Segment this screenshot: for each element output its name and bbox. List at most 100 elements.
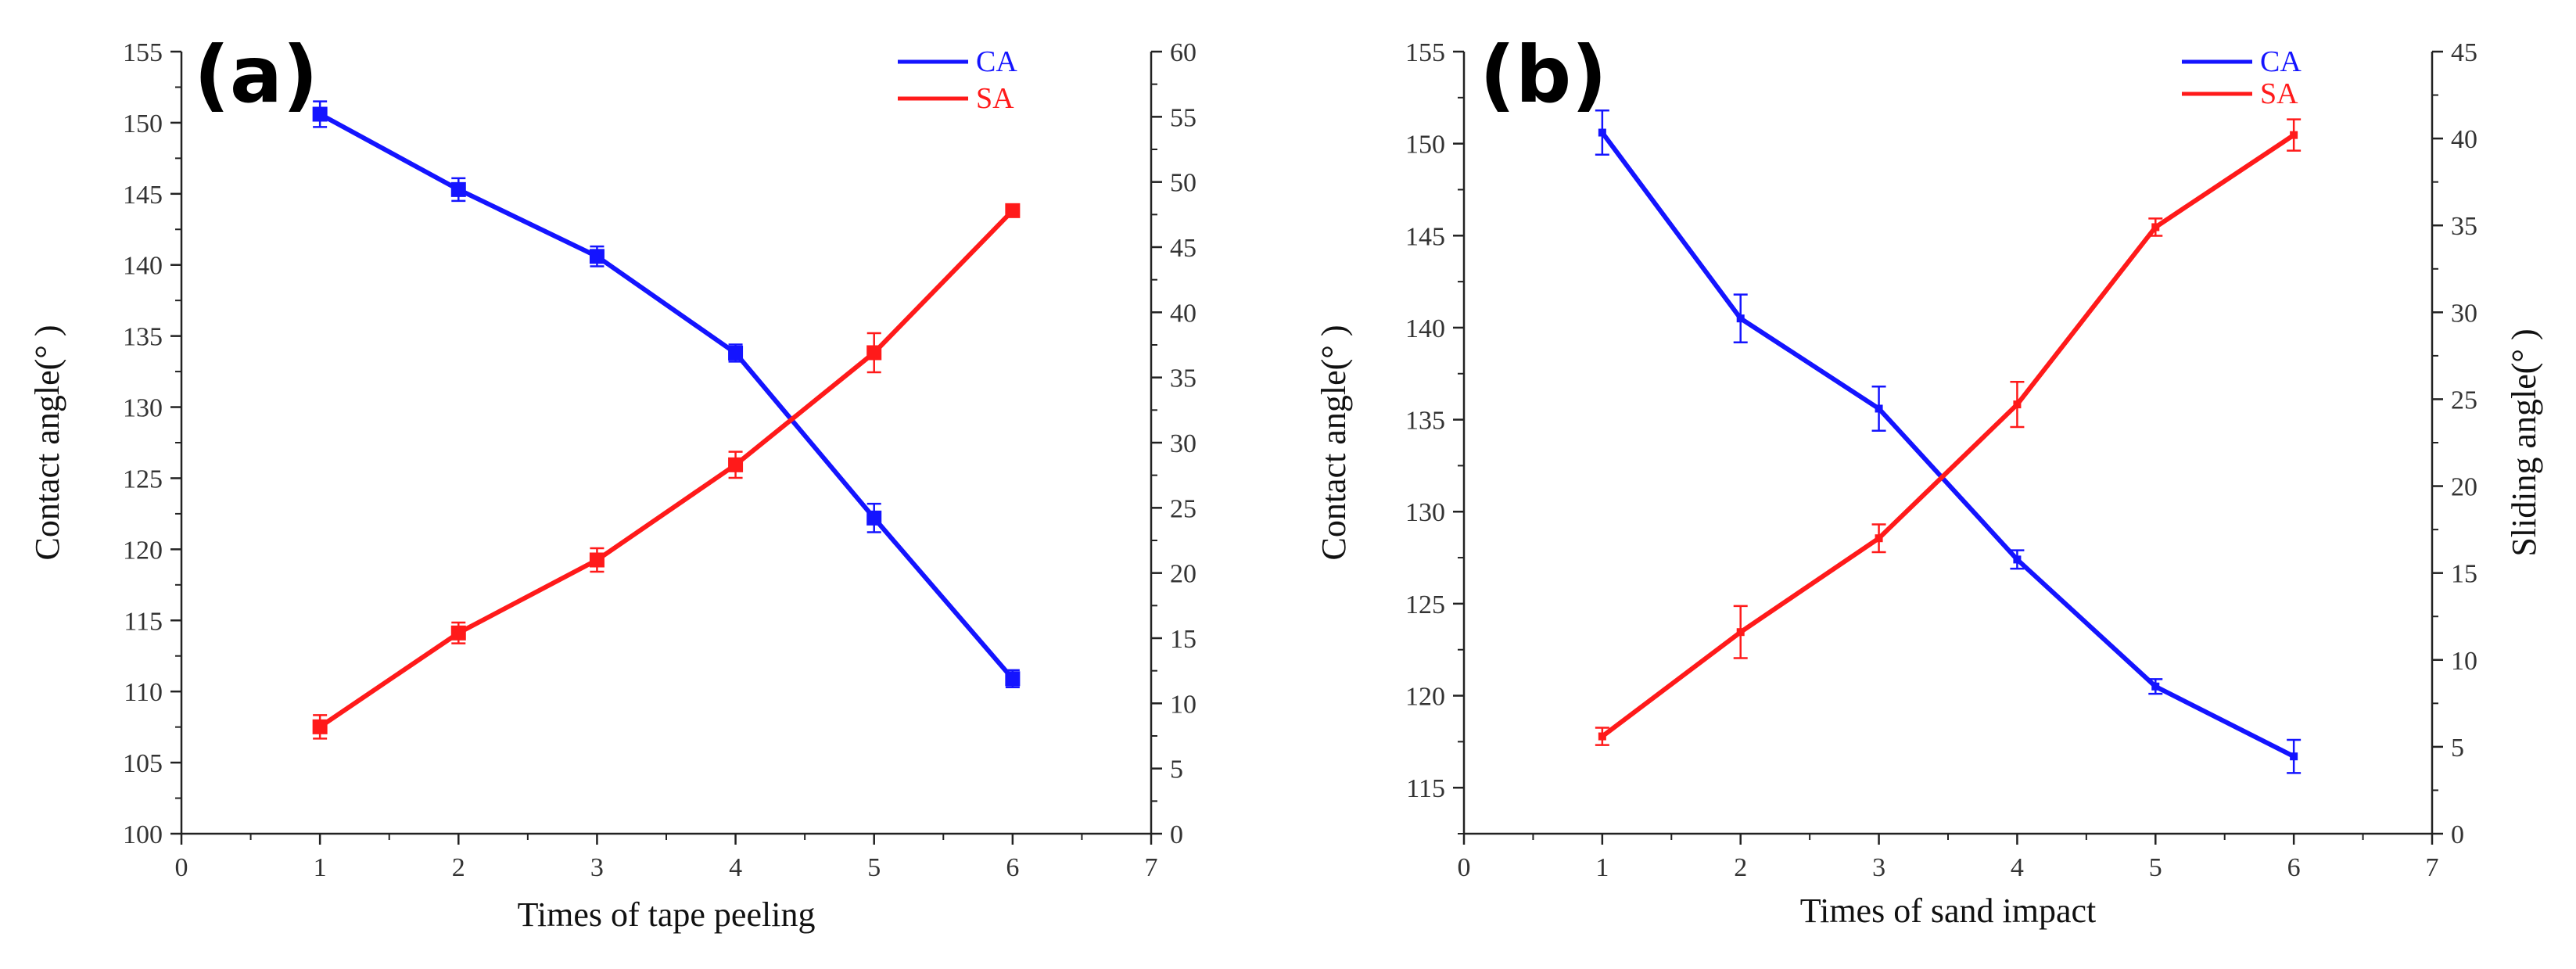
data-point-sa	[1736, 628, 1745, 637]
y2-tick-label: 5	[1170, 755, 1183, 784]
legend-label-ca: CA	[976, 45, 1017, 78]
data-point-ca	[2013, 555, 2022, 564]
y-tick-label: 125	[123, 465, 163, 493]
legend-label-sa: SA	[2260, 77, 2298, 110]
x-tick-label: 0	[175, 853, 188, 882]
data-point-ca	[2151, 682, 2160, 691]
y2-tick-label: 25	[2451, 386, 2477, 415]
y-tick-label: 150	[1405, 131, 1445, 160]
x-tick-label: 0	[1458, 853, 1471, 882]
data-point-ca	[2290, 752, 2298, 761]
x-tick-label: 7	[2426, 853, 2439, 882]
panel-label: (b)	[1480, 29, 1607, 120]
y-tick-label: 125	[1405, 590, 1445, 619]
y-tick-label: 155	[1405, 38, 1445, 67]
y2-tick-label: 0	[2451, 820, 2464, 849]
x-tick-label: 3	[1872, 853, 1885, 882]
data-point-sa	[450, 625, 466, 641]
y-tick-label: 110	[124, 678, 163, 707]
panel-label: (a)	[194, 29, 318, 120]
y2-tick-label: 45	[2451, 38, 2477, 67]
data-point-sa	[2151, 223, 2160, 231]
y2-tick-label: 40	[2451, 125, 2477, 154]
y2-tick-label: 40	[1170, 299, 1197, 328]
y-tick-label: 145	[123, 181, 163, 210]
y-tick-label: 155	[123, 38, 163, 67]
y2-tick-label: 30	[2451, 299, 2477, 328]
y2-tick-label: 45	[1170, 234, 1197, 263]
data-point-ca	[312, 106, 328, 122]
y-tick-label: 120	[123, 536, 163, 565]
y-tick-label: 105	[123, 749, 163, 778]
y2-tick-label: 10	[1170, 690, 1197, 719]
y2-tick-label: 35	[2451, 212, 2477, 241]
x-tick-label: 1	[314, 853, 327, 882]
data-point-ca	[450, 181, 466, 197]
y2-tick-label: 20	[2451, 473, 2477, 502]
y-tick-label: 115	[124, 607, 163, 636]
series-line-ca	[318, 112, 1015, 680]
x-tick-label: 5	[2149, 853, 2162, 882]
x-tick-label: 6	[2287, 853, 2301, 882]
x-tick-label: 4	[2011, 853, 2024, 882]
data-point-sa	[728, 457, 744, 472]
x-tick-label: 4	[729, 853, 742, 882]
y-tick-label: 115	[1406, 774, 1445, 803]
y-tick-label: 140	[1405, 314, 1445, 343]
x-tick-label: 6	[1006, 853, 1019, 882]
data-point-sa	[1005, 203, 1021, 218]
y2-tick-label: 25	[1170, 494, 1197, 523]
y-tick-label: 130	[123, 394, 163, 423]
y-tick-label: 120	[1405, 683, 1445, 712]
data-point-sa	[2013, 400, 2022, 409]
x-tick-label: 2	[1734, 853, 1747, 882]
y2-tick-label: 15	[2451, 560, 2477, 589]
x-tick-label: 3	[590, 853, 604, 882]
y2-tick-label: 5	[2451, 734, 2464, 763]
x-axis-label: Times of tape peeling	[518, 895, 816, 934]
x-tick-label: 5	[867, 853, 881, 882]
y-tick-label: 150	[123, 109, 163, 138]
legend-label-sa: SA	[976, 82, 1014, 115]
y-tick-label: 145	[1405, 222, 1445, 251]
x-tick-label: 2	[452, 853, 465, 882]
data-point-sa	[589, 552, 605, 568]
data-point-ca	[1005, 671, 1021, 687]
y2-tick-label: 0	[1170, 820, 1183, 849]
y2-tick-label: 10	[2451, 647, 2477, 676]
data-point-sa	[2290, 131, 2298, 139]
x-tick-label: 1	[1595, 853, 1609, 882]
y-axis-label: Contact angle(° )	[1315, 325, 1353, 560]
data-point-sa	[866, 345, 882, 361]
data-point-ca	[1736, 314, 1745, 323]
data-point-sa	[312, 719, 328, 734]
y2-tick-label: 30	[1170, 429, 1197, 458]
data-point-ca	[866, 510, 882, 526]
y-tick-label: 130	[1405, 498, 1445, 527]
series-line-ca	[1600, 131, 2295, 759]
series-line-sa	[1601, 133, 2295, 738]
y2-tick-label: 60	[1170, 38, 1197, 67]
panel-b: 0 1 2 3 4 5 6 711512012513013514014515015505101…	[1315, 29, 2543, 930]
y2-tick-label: 20	[1170, 560, 1197, 589]
y-tick-label: 100	[123, 820, 163, 849]
y2-tick-label: 35	[1170, 364, 1197, 393]
y-tick-label: 135	[1405, 407, 1445, 436]
series-line-sa	[318, 209, 1015, 729]
panel-a: 0 1 2 3 4 5 6 710010511011512012513013514014515…	[28, 29, 1197, 934]
data-point-ca	[589, 249, 605, 264]
data-point-ca	[1875, 404, 1883, 413]
y-tick-label: 140	[123, 252, 163, 281]
y2-tick-label: 55	[1170, 103, 1197, 132]
data-point-sa	[1598, 732, 1606, 741]
y-axis-label: Contact angle(° )	[28, 325, 66, 560]
y-tick-label: 135	[123, 323, 163, 352]
y2-tick-label: 50	[1170, 169, 1197, 198]
x-axis-label: Times of sand impact	[1800, 892, 2096, 930]
data-point-sa	[1875, 534, 1883, 543]
y2-axis-label: Sliding angle(° )	[2505, 328, 2543, 556]
legend-label-ca: CA	[2260, 45, 2302, 78]
data-point-ca	[728, 345, 744, 361]
x-tick-label: 7	[1145, 853, 1158, 882]
